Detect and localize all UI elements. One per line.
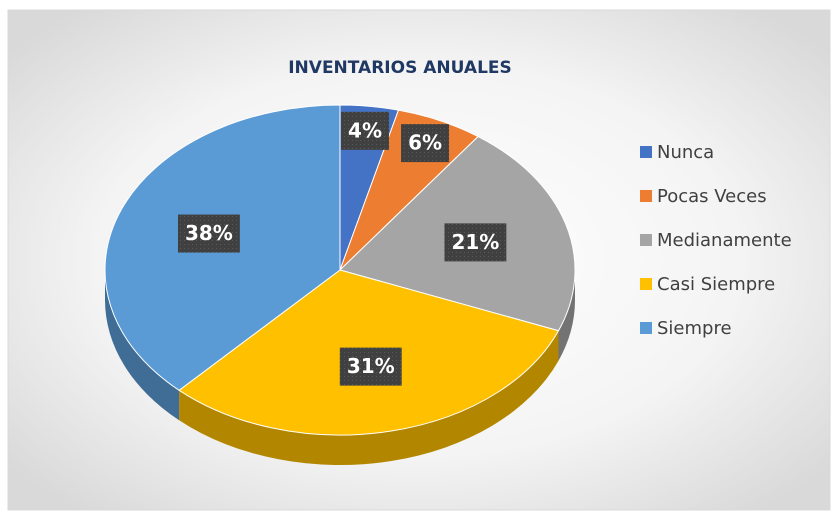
legend-swatch (640, 278, 652, 290)
legend-swatch (640, 146, 652, 158)
legend-swatch (640, 234, 652, 246)
chart-title: INVENTARIOS ANUALES (288, 58, 512, 78)
data-label: 38% (185, 221, 233, 245)
data-label-box (177, 214, 240, 253)
legend-swatch (640, 322, 652, 334)
data-label: 4% (348, 118, 382, 142)
data-label-box (341, 111, 390, 150)
pie-sides (105, 270, 575, 465)
pie-side (558, 270, 575, 361)
data-label: 31% (347, 354, 395, 378)
pie-side (179, 330, 559, 465)
data-label-box (401, 124, 450, 163)
legend-label: Siempre (657, 318, 732, 339)
legend-swatch (640, 190, 652, 202)
data-label: 21% (451, 230, 499, 254)
pie-side (105, 270, 180, 421)
legend-label: Casi Siempre (657, 274, 775, 295)
data-label-box (339, 347, 402, 386)
data-label: 6% (408, 131, 442, 155)
legend-label: Nunca (657, 142, 714, 163)
legend: Nunca Pocas Veces Medianamente Casi Siempre… (640, 142, 792, 339)
data-labels: 4% 6% 21% 31% 38% (177, 111, 507, 386)
data-label-box (444, 223, 507, 262)
legend-label: Medianamente (657, 230, 792, 251)
legend-label: Pocas Veces (657, 186, 767, 207)
